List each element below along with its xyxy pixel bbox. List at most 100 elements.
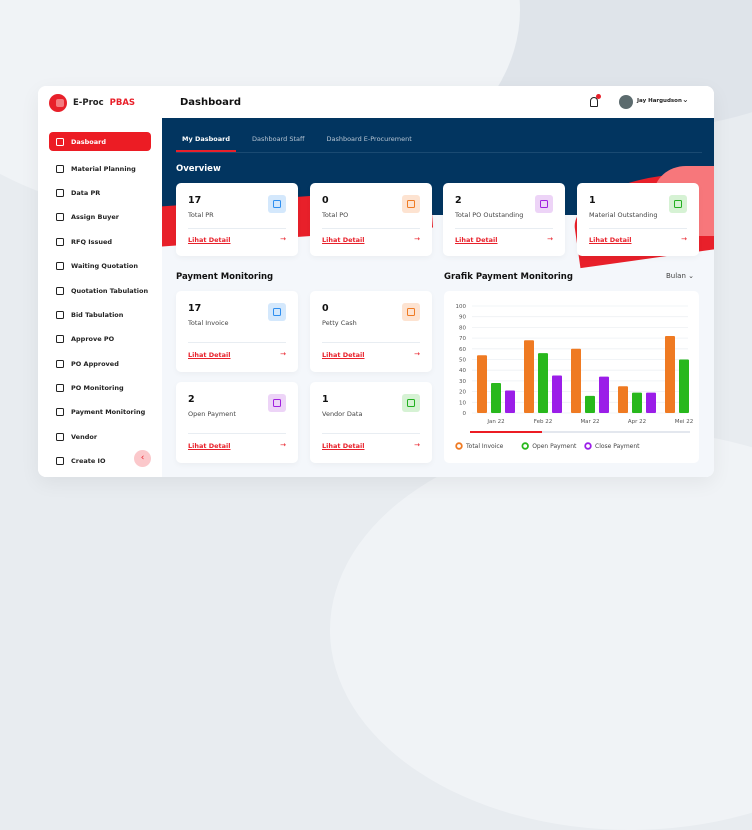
tab-dashboard-staff[interactable]: Dashboard Staff xyxy=(251,135,305,143)
star-icon xyxy=(669,195,687,213)
tab-dashboard-e-procurement[interactable]: Dashboard E-Procurement xyxy=(326,135,412,143)
stat-label: Material Outstanding xyxy=(589,211,658,219)
sidebar-item-approve-po[interactable]: Approve PO xyxy=(49,327,151,351)
sidebar-item-material-planning[interactable]: Material Planning xyxy=(49,156,151,180)
stat-value: 1 xyxy=(322,394,329,405)
arrow-right-icon[interactable]: → xyxy=(280,235,286,243)
detail-link[interactable]: Lihat Detail xyxy=(188,442,231,450)
sidebar-item-po-approved[interactable]: PO Approved xyxy=(49,352,151,376)
sidebar-item-rfq-issued[interactable]: RFQ Issued xyxy=(49,230,151,254)
bar-chart: 0 10 20 30 40 50 60 70 80 90 100 Jan 22 Feb 22 Mar 22… xyxy=(455,304,693,450)
chart-title: Grafik Payment Monitoring xyxy=(444,272,573,282)
sidebar-item-waiting-quotation[interactable]: Waiting Quotation xyxy=(49,254,151,278)
bar-close-payment xyxy=(552,375,562,413)
y-tick-label: 70 xyxy=(459,336,466,342)
arrow-right-icon[interactable]: → xyxy=(414,350,420,358)
logo-mark-icon xyxy=(49,94,67,112)
cart-monitor-icon xyxy=(56,384,64,393)
cash-icon xyxy=(402,303,420,321)
stat-value: 1 xyxy=(589,195,596,206)
detail-link[interactable]: Lihat Detail xyxy=(322,236,365,244)
bar-close-payment xyxy=(505,390,515,413)
tab-my-dasboard[interactable]: My Dasboard xyxy=(176,128,236,152)
sidebar-item-dasboard[interactable]: Dasboard xyxy=(49,132,151,151)
bar-close-payment xyxy=(646,392,656,413)
detail-link[interactable]: Lihat Detail xyxy=(322,351,365,359)
legend-label: Total Invoice xyxy=(465,443,504,450)
sidebar-item-payment-monitoring[interactable]: Payment Monitoring xyxy=(49,400,151,424)
y-tick-label: 0 xyxy=(463,411,467,417)
sidebar-item-assign-buyer[interactable]: Assign Buyer xyxy=(49,205,151,229)
card-icon xyxy=(56,408,64,417)
arrow-right-icon[interactable]: → xyxy=(547,235,553,243)
scrollbar-thumb[interactable] xyxy=(470,431,542,433)
store-icon xyxy=(402,394,420,412)
stat-label: Total PR xyxy=(188,211,214,219)
arrow-right-icon[interactable]: → xyxy=(280,441,286,449)
dashboard-tabs: My Dasboard Dashboard Staff Dashboard E-Pr… xyxy=(176,128,702,153)
detail-link[interactable]: Lihat Detail xyxy=(455,236,498,244)
bar-open-payment xyxy=(491,383,501,413)
sidebar-item-create-io[interactable]: Create IO xyxy=(49,449,151,473)
bar-total-invoice xyxy=(618,386,628,413)
scrollbar-track xyxy=(470,431,690,433)
y-tick-label: 90 xyxy=(459,315,466,321)
legend-label: Close Payment xyxy=(595,443,640,450)
cart-outstanding-icon xyxy=(535,195,553,213)
sidebar-item-bid-tabulation[interactable]: Bid Tabulation xyxy=(49,303,151,327)
document-icon xyxy=(56,188,64,197)
x-tick-label: Mar 22 xyxy=(580,419,599,425)
detail-link[interactable]: Lihat Detail xyxy=(589,236,632,244)
stat-label: Petty Cash xyxy=(322,319,357,327)
user-name[interactable]: Jay Hargudson xyxy=(637,98,682,104)
chevron-down-icon[interactable]: ⌄ xyxy=(682,95,689,104)
x-tick-label: Mei 22 xyxy=(675,419,693,425)
avatar[interactable] xyxy=(619,95,633,109)
sidebar-item-data-pr[interactable]: Data PR xyxy=(49,181,151,205)
period-select[interactable]: Bulan ⌄ xyxy=(666,272,695,280)
sidebar-item-label: Create IO xyxy=(71,457,106,466)
detail-link[interactable]: Lihat Detail xyxy=(188,236,231,244)
sidebar-item-vendor[interactable]: Vendor xyxy=(49,425,151,449)
y-tick-label: 50 xyxy=(459,358,466,364)
bar-open-payment xyxy=(538,353,548,413)
stat-card: 2 Open Payment Lihat Detail → xyxy=(176,382,298,463)
chevron-down-icon: ⌄ xyxy=(688,272,695,280)
arrow-right-icon[interactable]: → xyxy=(681,235,687,243)
notification-bell-icon[interactable] xyxy=(590,94,601,107)
detail-link[interactable]: Lihat Detail xyxy=(322,442,365,450)
invoice-icon xyxy=(268,303,286,321)
sidebar-nav: Dasboard Material Planning Data PR Assign B… xyxy=(49,132,151,473)
collapse-sidebar-button[interactable]: ‹ xyxy=(134,450,151,467)
stat-card: 0 Total PO Lihat Detail → xyxy=(310,183,432,256)
detail-link[interactable]: Lihat Detail xyxy=(188,351,231,359)
y-tick-label: 40 xyxy=(459,368,466,374)
y-tick-label: 10 xyxy=(459,400,466,406)
logo[interactable]: E-Proc PBAS xyxy=(49,94,135,112)
arrow-right-icon[interactable]: → xyxy=(414,441,420,449)
sidebar-item-label: Vendor xyxy=(71,432,98,441)
arrow-right-icon[interactable]: → xyxy=(280,350,286,358)
y-tick-label: 60 xyxy=(459,347,466,353)
sidebar-item-label: Data PR xyxy=(71,188,101,197)
document-table-icon xyxy=(56,286,64,295)
stat-card: 17 Total Invoice Lihat Detail → xyxy=(176,291,298,372)
stat-label: Vendor Data xyxy=(322,410,363,418)
cart-icon xyxy=(402,195,420,213)
stat-label: Total PO xyxy=(322,211,349,219)
main-content: My Dasboard Dashboard Staff Dashboard E-Pr… xyxy=(162,118,714,477)
sidebar-item-po-monitoring[interactable]: PO Monitoring xyxy=(49,376,151,400)
app-window: E-Proc PBAS Dasboard Material Planning Data… xyxy=(38,86,714,477)
sidebar-item-quotation-tabulation[interactable]: Quotation Tabulation xyxy=(49,278,151,302)
document-lock-icon xyxy=(56,237,64,246)
stat-label: Open Payment xyxy=(188,410,236,418)
bar-close-payment xyxy=(599,376,609,413)
legend-marker-icon xyxy=(521,442,529,450)
sidebar-item-label: Dasboard xyxy=(71,137,107,146)
cart-check-icon xyxy=(56,335,64,344)
stat-card: 0 Petty Cash Lihat Detail → xyxy=(310,291,432,372)
stat-label: Total PO Outstanding xyxy=(455,211,524,219)
credit-card-icon xyxy=(268,394,286,412)
y-tick-label: 100 xyxy=(456,304,467,310)
arrow-right-icon[interactable]: → xyxy=(414,235,420,243)
